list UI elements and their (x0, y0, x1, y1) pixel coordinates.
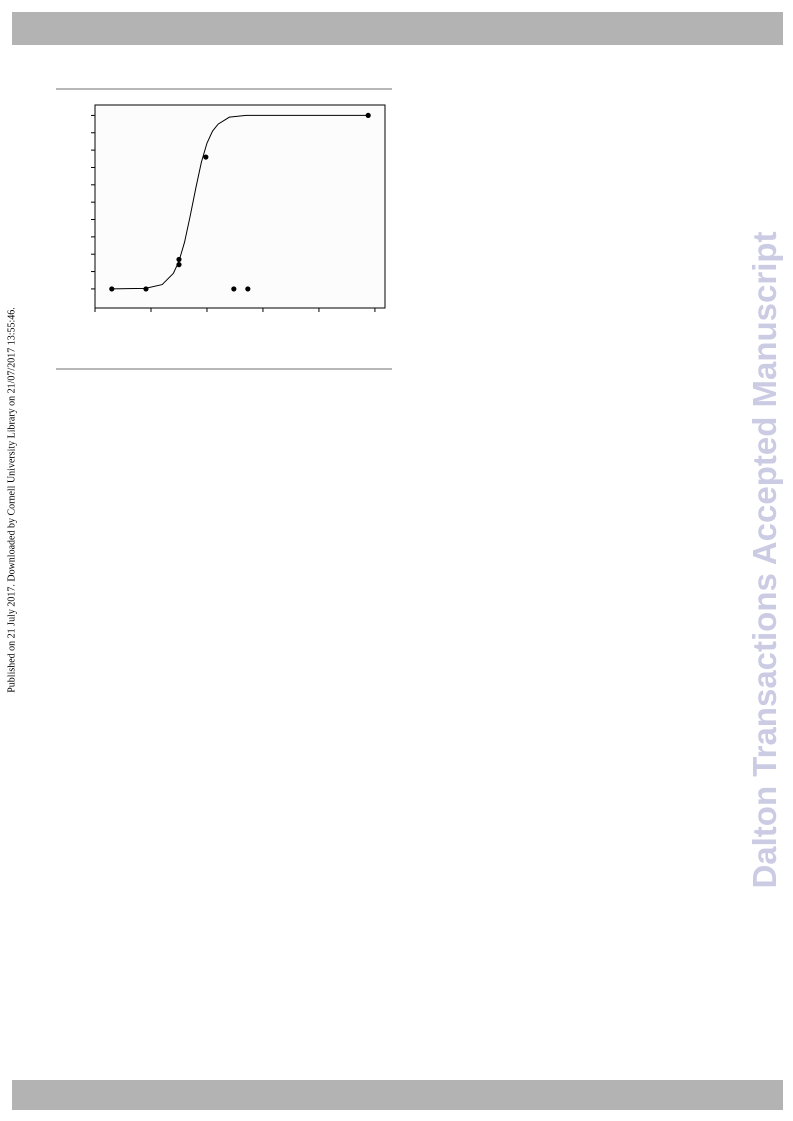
plot-frame (94, 104, 386, 309)
download-note: Published on 21 July 2017. Downloaded by… (6, 307, 18, 693)
data-point (231, 286, 237, 292)
data-point (245, 286, 251, 292)
fit-curve (111, 114, 369, 290)
watermark: Dalton Transactions Accepted Manuscript (746, 231, 783, 889)
footer-bar (12, 1080, 783, 1110)
figure-rule (56, 368, 392, 370)
data-point (203, 154, 209, 160)
figure-rule (56, 88, 392, 90)
header-bar (12, 12, 783, 45)
chart (91, 104, 386, 312)
data-point (143, 286, 149, 292)
